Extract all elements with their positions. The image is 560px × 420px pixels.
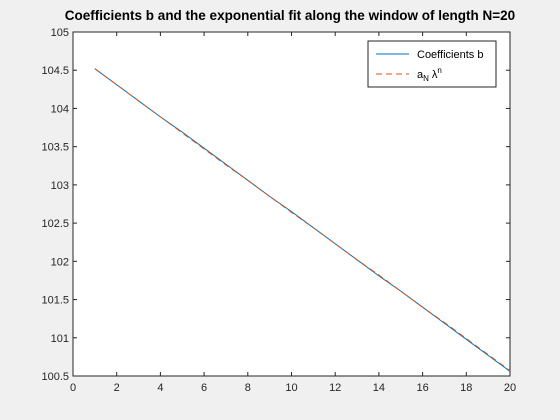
legend-label-series-2: aN λn bbox=[417, 66, 442, 83]
x-tick-label: 8 bbox=[245, 382, 251, 394]
legend-label-series-1: Coefficients b bbox=[417, 49, 483, 61]
y-tick-label: 104.5 bbox=[41, 65, 69, 77]
y-tick-label: 100.5 bbox=[41, 371, 69, 383]
series-line-2 bbox=[94, 68, 511, 372]
x-tick-label: 4 bbox=[157, 382, 163, 394]
legend-label-series-2-greek: λ bbox=[432, 69, 438, 81]
x-tick-label: 12 bbox=[329, 382, 341, 394]
y-tick-label: 105 bbox=[51, 27, 69, 39]
y-tick-label: 103 bbox=[51, 180, 69, 192]
x-tick-label: 6 bbox=[201, 382, 207, 394]
series-layer bbox=[94, 68, 511, 372]
legend-label-series-2-main: a bbox=[417, 69, 424, 81]
legend-box bbox=[367, 40, 497, 88]
y-tick-label: 101.5 bbox=[41, 295, 69, 307]
y-axis-ticks: 100.5 101 101.5 102 102.5 103 103.5 104 104.5 105 bbox=[41, 27, 510, 383]
x-tick-label: 18 bbox=[460, 382, 472, 394]
y-tick-label: 101 bbox=[51, 333, 69, 345]
chart-title: Coefficients b and the exponential fit a… bbox=[65, 8, 515, 23]
x-tick-label: 0 bbox=[70, 382, 76, 394]
y-tick-label: 102 bbox=[51, 256, 69, 268]
x-axis-ticks: 0 2 4 6 8 10 12 14 16 18 20 bbox=[70, 32, 516, 394]
x-tick-label: 20 bbox=[504, 382, 516, 394]
y-tick-label: 104 bbox=[51, 103, 69, 115]
x-tick-label: 16 bbox=[416, 382, 428, 394]
legend-label-series-2-sup: n bbox=[437, 66, 441, 75]
y-tick-label: 102.5 bbox=[41, 218, 69, 230]
y-tick-label: 103.5 bbox=[41, 142, 69, 154]
x-tick-label: 2 bbox=[114, 382, 120, 394]
plot-area bbox=[72, 31, 511, 377]
x-tick-label: 10 bbox=[285, 382, 297, 394]
legend-label-series-2-sub: N bbox=[423, 74, 429, 83]
legend: Coefficients b aN λn bbox=[367, 40, 497, 88]
x-tick-label: 14 bbox=[373, 382, 385, 394]
